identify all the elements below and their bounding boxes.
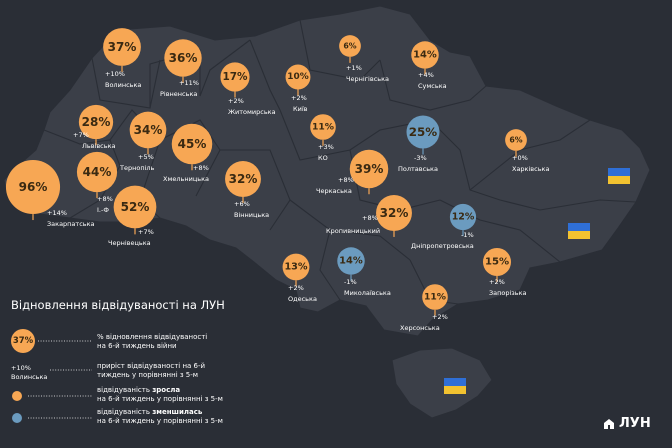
region-4-name: Київ: [293, 105, 308, 113]
region-20-name: Одеська: [288, 295, 317, 303]
region-2-change: +11%: [179, 79, 199, 87]
legend-change-line2: тиждень у порівнянні з 5-м: [97, 371, 205, 380]
region-16-change: +8%: [338, 176, 354, 184]
region-5-name: Чернігівська: [346, 75, 389, 83]
crimea-landmass: [392, 348, 492, 418]
region-7-name: Львівська: [82, 142, 116, 150]
region-7-pct: 28%: [82, 115, 111, 129]
region-15-pct: 32%: [229, 172, 258, 186]
map-title: Відновлення відвідуваності на ЛУН: [11, 298, 225, 312]
region-15-name: Вінницька: [234, 211, 269, 219]
region-15-change: +6%: [234, 200, 250, 208]
region-23-change: +2%: [432, 313, 448, 321]
region-11-name: Полтавська: [398, 165, 438, 173]
region-22-pct: 15%: [485, 257, 509, 268]
ukraine-flag-crimea: [444, 378, 466, 394]
legend-up-desc: відвідуваність зросла на 6-й тиждень у п…: [97, 386, 223, 404]
region-10-pct: 11%: [312, 122, 334, 133]
region-6-name: Сумська: [418, 82, 447, 90]
region-14-name: І.-Ф: [97, 206, 109, 214]
region-22-name: Запорізька: [489, 289, 527, 297]
region-13-change: +14%: [47, 209, 67, 217]
region-12-name: Харківська: [512, 165, 549, 173]
region-9-change: +8%: [193, 164, 209, 172]
region-18-change: +8%: [362, 214, 378, 222]
region-21-name: Миколаївська: [344, 289, 391, 297]
lun-logo-text: ЛУН: [619, 416, 651, 431]
legend-down-dot: [12, 413, 22, 423]
legend-pct-desc: % відновлення відвідуваності на 6-й тижд…: [97, 333, 207, 351]
region-17-pct: 52%: [121, 200, 150, 214]
region-23-name: Херсонська: [400, 324, 440, 332]
region-10-change: +3%: [318, 143, 334, 151]
region-12-pct: 6%: [509, 136, 522, 145]
region-3-pct: 17%: [222, 71, 248, 83]
region-21-pct: 14%: [339, 256, 363, 267]
legend-up-line1: відвідуваність зросла: [97, 386, 223, 395]
region-11-change: -3%: [414, 154, 427, 162]
region-3-change: +2%: [228, 97, 244, 105]
region-18-pct: 32%: [380, 206, 409, 220]
region-17-name: Чернівецька: [108, 239, 151, 247]
region-4-pct: 10%: [287, 72, 308, 82]
region-8-change: +5%: [138, 153, 154, 161]
lun-logo: ЛУН: [603, 416, 651, 431]
region-13-pct: 96%: [19, 180, 48, 194]
region-19-name: Дніпропетровська: [411, 242, 474, 250]
region-2-pct: 36%: [169, 51, 198, 65]
ukraine-flag-donbas: [568, 223, 590, 239]
region-5-pct: 6%: [343, 42, 356, 51]
legend-pct-line2: на 6-й тиждень війни: [97, 342, 207, 351]
region-7-change: +7%: [73, 131, 89, 139]
region-4-change: +2%: [291, 94, 307, 102]
region-9-name: Хмельницька: [163, 175, 209, 183]
region-1-name: Волинська: [105, 81, 141, 89]
region-6-change: +4%: [418, 71, 434, 79]
region-19-pct: 12%: [452, 212, 475, 223]
legend-pct-line1: % відновлення відвідуваності: [97, 333, 207, 342]
legend-change-line1: приріст відвідуваності на 6-й: [97, 362, 205, 371]
region-3-name: Житомирська: [228, 108, 276, 116]
region-2-name: Рівненська: [160, 90, 197, 98]
region-1-pct: 37%: [108, 40, 137, 54]
region-20-pct: 13%: [284, 262, 307, 273]
region-21-change: -1%: [344, 278, 357, 286]
region-11-pct: 25%: [409, 125, 438, 139]
legend-change-desc: приріст відвідуваності на 6-й тиждень у …: [97, 362, 205, 380]
region-17-change: +7%: [138, 228, 154, 236]
legend-sample-change: +10%: [11, 364, 31, 372]
legend-graphics: 37% +10% Волинська: [11, 329, 92, 423]
legend-down-line1: відвідуваність зменшилась: [97, 408, 223, 417]
region-14-change: +8%: [97, 195, 113, 203]
region-14-pct: 44%: [83, 165, 112, 179]
region-20-change: +2%: [288, 284, 304, 292]
region-5-change: +1%: [346, 64, 362, 72]
lun-logo-icon: [603, 418, 615, 430]
region-13-name: Закарпатська: [47, 220, 95, 228]
legend-sample-pct: 37%: [13, 336, 34, 346]
region-9-pct: 45%: [178, 137, 207, 151]
legend-sample-region: Волинська: [11, 373, 47, 381]
region-6-pct: 14%: [413, 50, 437, 61]
legend-down-line2: на 6-й тиждень у порівнянні з 5-м: [97, 417, 223, 426]
region-22-change: +2%: [489, 278, 505, 286]
region-1-change: +10%: [105, 70, 125, 78]
region-8-pct: 34%: [134, 123, 163, 137]
region-8-name: Тернопіль: [119, 164, 155, 172]
legend-up-dot: [12, 391, 22, 401]
region-16-name: Черкаська: [316, 187, 352, 195]
region-16-pct: 39%: [355, 162, 384, 176]
region-10-name: КО: [318, 154, 328, 162]
legend-down-desc: відвідуваність зменшилась на 6-й тиждень…: [97, 408, 223, 426]
region-23-pct: 11%: [424, 292, 446, 303]
region-12-change: +0%: [512, 154, 528, 162]
region-19-change: -1%: [461, 231, 474, 239]
region-18-name: Кропивницький: [326, 227, 380, 235]
ukraine-flag-east: [608, 168, 630, 184]
legend-up-line2: на 6-й тиждень у порівнянні з 5-м: [97, 395, 223, 404]
